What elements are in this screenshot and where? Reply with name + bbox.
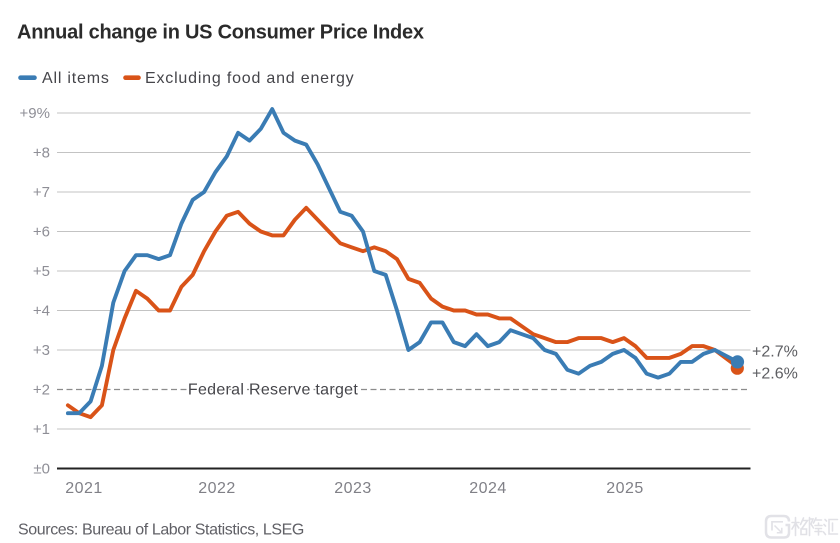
svg-text:+4: +4	[33, 303, 50, 320]
svg-text:2024: 2024	[469, 480, 507, 497]
svg-text:2021: 2021	[65, 480, 103, 497]
svg-text:+2: +2	[33, 382, 50, 399]
svg-text:Federal Reserve target: Federal Reserve target	[188, 382, 358, 399]
svg-text:Annual change in US Consumer P: Annual change in US Consumer Price Index	[17, 22, 424, 44]
svg-text:2022: 2022	[198, 480, 236, 497]
svg-text:+5: +5	[33, 263, 50, 280]
svg-text:2023: 2023	[334, 480, 372, 497]
svg-text:Excluding food and energy: Excluding food and energy	[145, 70, 354, 87]
svg-text:All items: All items	[42, 70, 110, 87]
svg-text:Sources: Bureau of Labor Stati: Sources: Bureau of Labor Statistics, LSE…	[18, 522, 304, 539]
svg-text:+2.7%: +2.7%	[752, 344, 798, 361]
svg-text:±0: ±0	[33, 461, 50, 478]
svg-text:+6: +6	[33, 224, 50, 241]
svg-text:+1: +1	[33, 421, 50, 438]
svg-text:+8: +8	[33, 145, 50, 162]
svg-text:+7: +7	[33, 184, 50, 201]
svg-text:+3: +3	[33, 342, 50, 359]
svg-text:2025: 2025	[606, 480, 644, 497]
svg-text:+9%: +9%	[20, 105, 50, 122]
svg-text:+2.6%: +2.6%	[752, 366, 798, 383]
